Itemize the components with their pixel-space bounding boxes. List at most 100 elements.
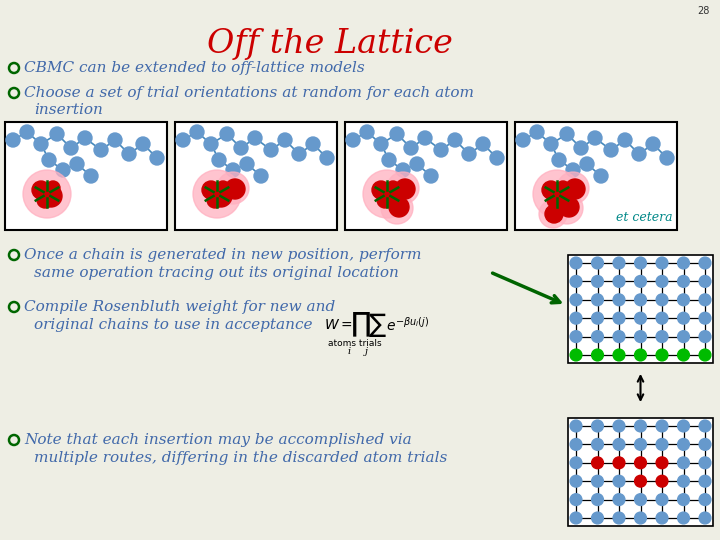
Circle shape	[656, 475, 668, 487]
Circle shape	[678, 420, 689, 432]
Circle shape	[634, 438, 647, 450]
Circle shape	[613, 420, 625, 432]
Circle shape	[678, 438, 689, 450]
Circle shape	[592, 457, 603, 469]
Circle shape	[634, 349, 647, 361]
Circle shape	[656, 512, 668, 524]
Circle shape	[390, 127, 404, 141]
Circle shape	[656, 420, 668, 432]
Circle shape	[395, 179, 415, 199]
Circle shape	[516, 133, 530, 147]
Circle shape	[660, 151, 674, 165]
Bar	[568, 418, 713, 526]
Bar	[515, 122, 677, 230]
Bar	[345, 122, 507, 230]
Circle shape	[387, 172, 419, 204]
Circle shape	[632, 147, 646, 161]
Circle shape	[678, 494, 689, 505]
Circle shape	[613, 275, 625, 287]
Circle shape	[570, 275, 582, 287]
Circle shape	[678, 475, 689, 487]
Text: j: j	[364, 347, 367, 356]
Circle shape	[545, 205, 563, 223]
Text: Note that each insertion may be accomplished via: Note that each insertion may be accompli…	[24, 433, 412, 447]
Circle shape	[46, 181, 60, 195]
Text: i: i	[348, 347, 351, 356]
Circle shape	[84, 169, 98, 183]
Circle shape	[248, 131, 262, 145]
Circle shape	[699, 512, 711, 524]
Circle shape	[220, 127, 234, 141]
Circle shape	[37, 192, 53, 208]
Circle shape	[320, 151, 334, 165]
Circle shape	[70, 157, 84, 171]
Circle shape	[386, 181, 400, 195]
Circle shape	[226, 163, 240, 177]
Circle shape	[539, 200, 567, 228]
Circle shape	[560, 127, 574, 141]
Circle shape	[533, 170, 581, 218]
Circle shape	[699, 475, 711, 487]
Circle shape	[360, 125, 374, 139]
Circle shape	[656, 275, 668, 287]
Circle shape	[150, 151, 164, 165]
Circle shape	[108, 133, 122, 147]
Bar	[175, 122, 337, 230]
Circle shape	[23, 170, 71, 218]
Circle shape	[592, 475, 603, 487]
Circle shape	[380, 185, 402, 207]
Circle shape	[699, 420, 711, 432]
Text: $\prod$: $\prod$	[350, 311, 371, 339]
Circle shape	[547, 192, 563, 208]
Circle shape	[604, 143, 618, 157]
Circle shape	[588, 131, 602, 145]
Circle shape	[634, 420, 647, 432]
Circle shape	[20, 125, 34, 139]
Circle shape	[404, 141, 418, 155]
Circle shape	[656, 494, 668, 505]
Circle shape	[254, 169, 268, 183]
Circle shape	[678, 312, 689, 324]
Circle shape	[570, 312, 582, 324]
Circle shape	[678, 257, 689, 269]
Circle shape	[6, 133, 20, 147]
Circle shape	[557, 172, 589, 204]
Circle shape	[656, 330, 668, 342]
Circle shape	[306, 137, 320, 151]
Text: 28: 28	[698, 6, 710, 16]
Circle shape	[656, 312, 668, 324]
Text: original chains to use in acceptance: original chains to use in acceptance	[34, 318, 312, 332]
Circle shape	[570, 420, 582, 432]
Circle shape	[544, 137, 558, 151]
Circle shape	[292, 147, 306, 161]
Circle shape	[264, 143, 278, 157]
Text: $e^{-\beta u_i(j)}$: $e^{-\beta u_i(j)}$	[386, 316, 429, 334]
Text: atoms trials: atoms trials	[328, 339, 382, 348]
Text: Once a chain is generated in new position, perform: Once a chain is generated in new positio…	[24, 248, 421, 262]
Circle shape	[699, 457, 711, 469]
Circle shape	[377, 192, 393, 208]
Circle shape	[699, 349, 711, 361]
Circle shape	[678, 275, 689, 287]
Circle shape	[559, 197, 579, 217]
Circle shape	[656, 257, 668, 269]
Circle shape	[382, 153, 396, 167]
Circle shape	[542, 181, 560, 199]
Circle shape	[207, 192, 223, 208]
Circle shape	[678, 457, 689, 469]
Circle shape	[634, 294, 647, 306]
Circle shape	[634, 257, 647, 269]
Circle shape	[594, 169, 608, 183]
Circle shape	[476, 137, 490, 151]
Circle shape	[592, 494, 603, 505]
Circle shape	[592, 294, 603, 306]
Circle shape	[193, 170, 241, 218]
Circle shape	[570, 512, 582, 524]
Circle shape	[613, 330, 625, 342]
Circle shape	[552, 153, 566, 167]
Circle shape	[556, 181, 570, 195]
Circle shape	[570, 330, 582, 342]
Circle shape	[424, 169, 438, 183]
Circle shape	[216, 181, 230, 195]
Circle shape	[618, 133, 632, 147]
